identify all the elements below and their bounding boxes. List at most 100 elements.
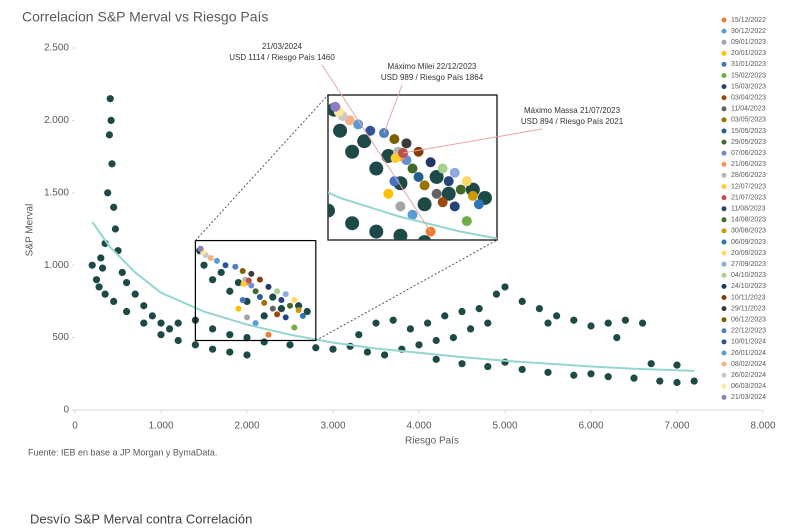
zoom-data-point: [357, 134, 372, 149]
data-point: [286, 341, 294, 349]
data-point: [604, 373, 612, 381]
legend-label: 27/09/2023: [731, 261, 766, 268]
zoom-data-point: [369, 161, 384, 176]
legend-label: 26/02/2024: [731, 372, 766, 379]
legend-label: 24/10/2023: [731, 283, 766, 290]
data-point: [105, 131, 113, 139]
data-point: [484, 319, 492, 327]
data-point: [535, 305, 544, 313]
data-point: [312, 344, 320, 352]
data-point: [207, 254, 214, 261]
data-point: [458, 307, 466, 316]
legend-marker: [721, 372, 727, 378]
data-point: [690, 377, 698, 385]
legend-marker: [721, 128, 727, 134]
legend-marker: [721, 228, 727, 234]
legend-marker: [721, 206, 727, 212]
data-point: [217, 268, 225, 277]
data-point: [303, 307, 311, 316]
x-tick-label: 1.000: [148, 421, 173, 432]
data-point: [518, 297, 526, 305]
data-point: [123, 307, 131, 316]
data-point: [381, 351, 389, 359]
data-point: [226, 348, 234, 356]
zoom-data-point: [328, 203, 335, 218]
data-point: [157, 319, 165, 327]
annotation-text: USD 1114 / Riesgo País 1460: [229, 53, 335, 62]
zoom-data-point: [407, 209, 418, 220]
legend-marker: [721, 73, 727, 78]
data-point: [647, 360, 655, 368]
data-point: [209, 345, 217, 353]
legend-label: 31/01/2023: [731, 61, 766, 68]
data-point: [244, 314, 250, 321]
data-point: [475, 305, 483, 313]
trend-line: [91, 221, 695, 372]
x-tick-label: 5.000: [492, 421, 517, 432]
legend-marker: [721, 361, 727, 367]
legend-marker: [721, 350, 727, 356]
x-tick-label: 3.000: [320, 421, 345, 432]
data-point: [248, 282, 255, 289]
data-point: [639, 319, 647, 327]
data-point: [92, 276, 101, 284]
data-point: [166, 325, 174, 333]
data-point: [295, 307, 302, 314]
data-point: [174, 336, 182, 345]
data-point: [226, 331, 234, 339]
legend-label: 10/11/2023: [731, 294, 766, 301]
legend-label: 12/07/2023: [731, 183, 766, 190]
data-point: [406, 325, 414, 333]
data-point: [329, 345, 337, 353]
data-point: [621, 316, 630, 324]
data-point: [209, 325, 217, 333]
legend-marker: [721, 50, 727, 56]
y-tick-label: 1.500: [44, 187, 69, 198]
x-tick-label: 6.000: [578, 421, 603, 432]
zoom-data-point: [328, 239, 332, 240]
zoom-data-point: [449, 201, 460, 212]
legend-marker: [721, 306, 727, 312]
annotation-label: Máximo Milei 22/12/2023: [388, 62, 477, 71]
data-point: [269, 293, 277, 301]
data-point: [295, 302, 303, 310]
data-point: [673, 378, 681, 387]
zoom-data-point: [365, 125, 376, 136]
data-point: [587, 322, 595, 330]
legend-marker: [721, 383, 727, 389]
zoom-data-point: [389, 176, 400, 187]
annotation-arrow: [321, 64, 432, 232]
legend-label: 21/07/2023: [731, 194, 766, 201]
legend-label: 09/01/2023: [731, 39, 766, 46]
data-point: [104, 189, 112, 197]
data-point: [108, 160, 116, 168]
x-axis-label: Riesgo País: [405, 436, 459, 447]
zoom-data-point: [441, 186, 456, 201]
annotation-label: Máximo Massa 21/07/2023: [524, 106, 621, 115]
zoom-data-point: [461, 216, 472, 227]
zoom-data-point: [449, 167, 460, 178]
zoom-data-point: [333, 123, 348, 138]
x-tick-label: 4.000: [406, 421, 431, 432]
data-point: [256, 276, 263, 283]
zoom-data-point: [389, 134, 400, 145]
zoom-data-point: [455, 184, 466, 195]
zoom-data-point: [437, 197, 448, 208]
data-point: [261, 299, 268, 306]
data-point: [101, 290, 109, 298]
y-tick-label: 2.000: [44, 115, 69, 126]
data-point: [673, 361, 681, 369]
data-point: [197, 245, 204, 252]
data-point: [256, 294, 263, 301]
data-point: [106, 95, 114, 103]
legend-label: 11/04/2023: [731, 106, 766, 113]
data-point: [449, 334, 457, 342]
data-point: [98, 264, 107, 272]
data-point: [140, 319, 148, 327]
legend-marker: [721, 394, 727, 400]
data-point: [118, 268, 126, 277]
legend-label: 20/01/2023: [731, 50, 766, 57]
legend-marker: [721, 272, 727, 278]
legend-marker: [721, 84, 727, 90]
